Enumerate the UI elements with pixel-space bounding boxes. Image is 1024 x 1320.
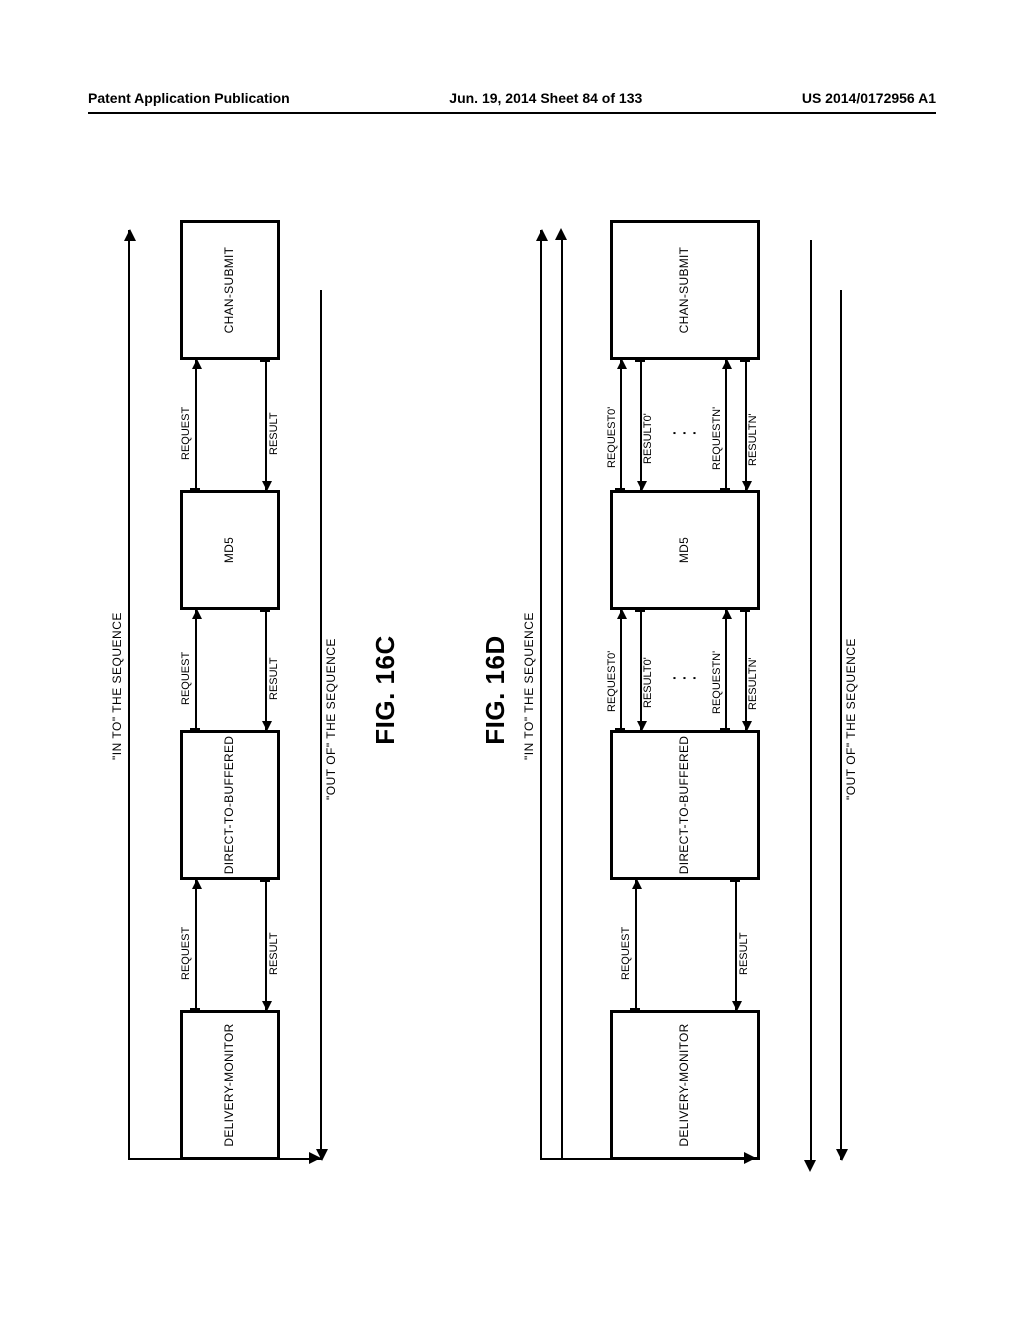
label-requestn: REQUESTN' <box>711 651 723 714</box>
header-right: US 2014/0172956 A1 <box>802 90 936 106</box>
rotated-container: "IN TO" THE SEQUENCE DELIVERY-MONITOR DI… <box>100 200 920 1180</box>
header-divider <box>88 112 936 114</box>
arrow-request0 <box>620 360 622 490</box>
label-result0: RESULT0' <box>642 657 654 708</box>
box-label: DIRECT-TO-BUFFERED <box>677 736 693 875</box>
tick <box>190 728 200 730</box>
tick <box>615 488 625 490</box>
box-label: MD5 <box>222 537 238 563</box>
figure-16c: "IN TO" THE SEQUENCE DELIVERY-MONITOR DI… <box>100 200 460 1180</box>
in-sequence-line <box>128 230 130 1160</box>
label-request: REQUEST <box>180 927 192 980</box>
arrow-result <box>265 610 267 730</box>
tick <box>635 360 645 362</box>
label-result: RESULT <box>268 412 280 455</box>
figure-title: FIG. 16C <box>370 635 401 744</box>
arrow-request <box>635 880 637 1010</box>
in-sequence-line <box>540 230 542 1160</box>
arrow-request <box>195 610 197 730</box>
tick <box>740 610 750 612</box>
in-sequence-label: "IN TO" THE SEQUENCE <box>110 612 124 760</box>
label-request: REQUEST <box>180 652 192 705</box>
label-result: RESULT <box>268 932 280 975</box>
label-resultn: RESULTN' <box>747 413 759 466</box>
box-label: MD5 <box>677 537 693 563</box>
box-direct-to-buffered: DIRECT-TO-BUFFERED <box>610 730 760 880</box>
label-request: REQUEST <box>180 407 192 460</box>
figure-16d: FIG. 16D "IN TO" THE SEQUENCE DELIVERY-M… <box>480 200 940 1180</box>
box-chan-submit: CHAN-SUBMIT <box>180 220 280 360</box>
box-label: DELIVERY-MONITOR <box>222 1023 238 1146</box>
tick <box>720 728 730 730</box>
in-sequence-label: "IN TO" THE SEQUENCE <box>522 612 536 760</box>
ellipsis-icon: ··· <box>670 675 699 680</box>
box-label: DIRECT-TO-BUFFERED <box>222 736 238 875</box>
arrow-request <box>195 360 197 490</box>
box-label: CHAN-SUBMIT <box>222 247 238 334</box>
vertical-stub <box>128 1158 320 1160</box>
box-md5: MD5 <box>180 490 280 610</box>
out-sequence-line-2 <box>810 240 812 1160</box>
box-label: DELIVERY-MONITOR <box>677 1023 693 1146</box>
arrow-request0 <box>620 610 622 730</box>
box-direct-to-buffered: DIRECT-TO-BUFFERED <box>180 730 280 880</box>
header-center: Jun. 19, 2014 Sheet 84 of 133 <box>449 90 642 106</box>
label-resultn: RESULTN' <box>747 657 759 710</box>
tick <box>630 1008 640 1010</box>
figure-area: "IN TO" THE SEQUENCE DELIVERY-MONITOR DI… <box>100 200 920 1180</box>
header-left: Patent Application Publication <box>88 90 290 106</box>
secondary-arrowhead-icon <box>804 1160 816 1172</box>
out-sequence-label: "OUT OF" THE SEQUENCE <box>324 638 338 800</box>
label-result: RESULT <box>738 932 750 975</box>
arrow-request <box>195 880 197 1010</box>
arrow-requestn <box>725 360 727 490</box>
tick <box>190 488 200 490</box>
label-result0: RESULT0' <box>642 413 654 464</box>
secondary-arrowhead-icon <box>555 228 567 240</box>
box-label: CHAN-SUBMIT <box>677 247 693 334</box>
tick <box>260 360 270 362</box>
arrow-requestn <box>725 610 727 730</box>
figure-title: FIG. 16D <box>480 635 511 744</box>
vertical-stub <box>540 1158 755 1160</box>
arrow-result <box>735 880 737 1010</box>
page-header: Patent Application Publication Jun. 19, … <box>88 90 936 106</box>
tick <box>720 488 730 490</box>
tick <box>260 880 270 882</box>
label-request0: REQUEST0' <box>606 407 618 468</box>
in-sequence-line-2 <box>561 240 563 1160</box>
tick <box>615 728 625 730</box>
arrow-result <box>265 360 267 490</box>
box-chan-submit: CHAN-SUBMIT <box>610 220 760 360</box>
out-sequence-line <box>840 290 842 1160</box>
out-sequence-label: "OUT OF" THE SEQUENCE <box>844 638 858 800</box>
tick <box>740 360 750 362</box>
box-delivery-monitor: DELIVERY-MONITOR <box>180 1010 280 1160</box>
tick <box>190 1008 200 1010</box>
out-sequence-line <box>320 290 322 1160</box>
label-requestn: REQUESTN' <box>711 407 723 470</box>
label-request: REQUEST <box>620 927 632 980</box>
label-request0: REQUEST0' <box>606 651 618 712</box>
tick <box>260 610 270 612</box>
arrow-result <box>265 880 267 1010</box>
box-delivery-monitor: DELIVERY-MONITOR <box>610 1010 760 1160</box>
tick <box>635 610 645 612</box>
box-md5: MD5 <box>610 490 760 610</box>
label-result: RESULT <box>268 657 280 700</box>
tick <box>730 880 740 882</box>
ellipsis-icon: ··· <box>670 430 699 435</box>
